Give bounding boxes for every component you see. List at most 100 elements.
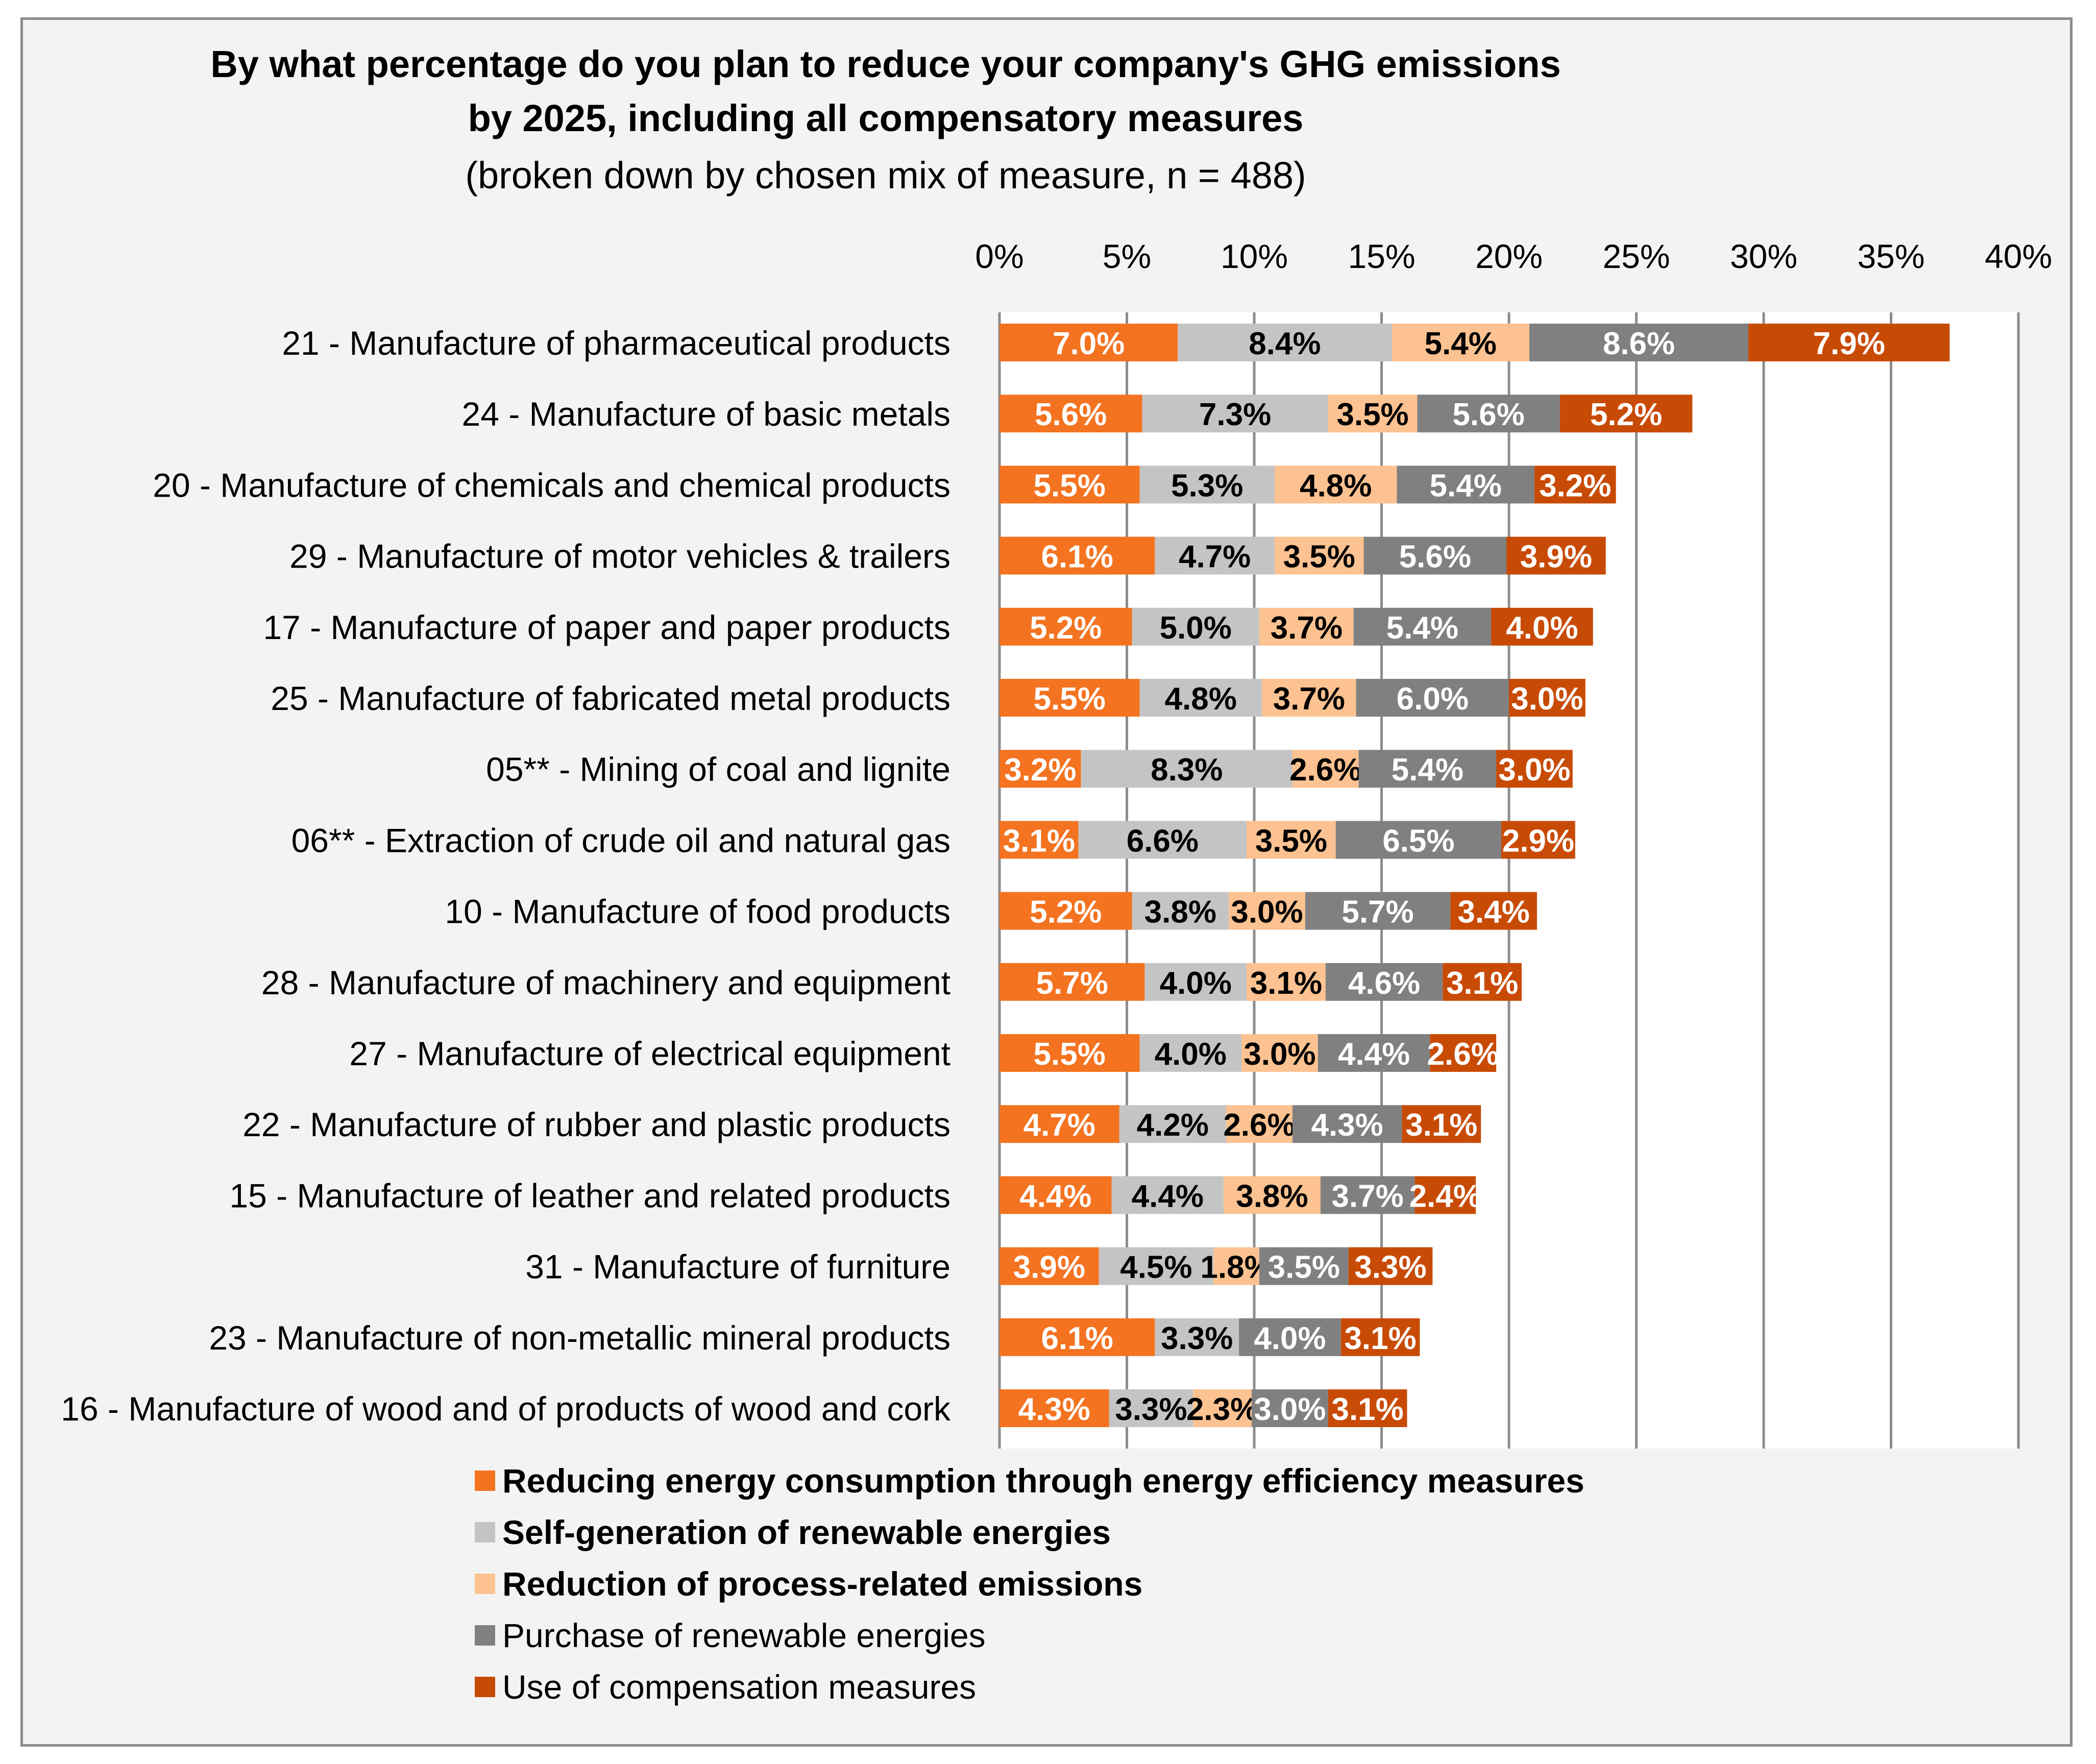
data-label: 6.1% — [1041, 1321, 1113, 1356]
data-label: 4.5% — [1120, 1250, 1192, 1285]
category-label: 29 - Manufacture of motor vehicles & tra… — [289, 537, 950, 575]
category-label: 24 - Manufacture of basic metals — [462, 395, 950, 433]
data-label: 5.0% — [1160, 610, 1232, 646]
bar-segment — [1139, 679, 1262, 717]
category-label: 15 - Manufacture of leather and related … — [229, 1177, 950, 1214]
data-label: 3.1% — [1344, 1321, 1416, 1356]
chart-title-line-2: by 2025, including all compensatory meas… — [468, 97, 1304, 139]
data-label: 7.9% — [1813, 326, 1885, 361]
legend-swatch — [475, 1470, 495, 1491]
data-label: 4.7% — [1023, 1108, 1095, 1143]
legend-label: Purchase of renewable energies — [502, 1616, 986, 1654]
category-label: 25 - Manufacture of fabricated metal pro… — [271, 679, 950, 717]
bar-segment — [1000, 536, 1155, 575]
bar-segment — [1239, 1318, 1341, 1356]
data-label: 3.5% — [1255, 823, 1327, 859]
bar-segment — [1491, 607, 1593, 646]
legend-item: Use of compensation measures — [475, 1661, 1585, 1712]
data-label: 3.1% — [1446, 966, 1518, 1001]
bar-segment — [1000, 1105, 1119, 1143]
bar-segment — [1226, 1105, 1293, 1143]
data-label: 4.2% — [1137, 1108, 1209, 1143]
bar-segment — [1224, 1176, 1321, 1214]
bar-segment — [1132, 892, 1229, 930]
bar-segment — [1341, 1318, 1420, 1356]
bar-segment — [1534, 465, 1616, 504]
bar-segment — [1099, 1247, 1214, 1285]
category-label: 22 - Manufacture of rubber and plastic p… — [242, 1106, 950, 1143]
bar-segment — [1000, 963, 1145, 1001]
data-label: 3.7% — [1271, 610, 1343, 646]
bar-segment — [1274, 536, 1364, 575]
bar-segment — [1247, 821, 1336, 859]
bar-segment — [1450, 892, 1537, 930]
data-label: 4.0% — [1254, 1321, 1326, 1356]
bar-segment — [1193, 1389, 1252, 1427]
data-label: 7.0% — [1053, 326, 1125, 361]
bar-segment — [1000, 607, 1132, 646]
data-label: 5.6% — [1035, 397, 1107, 432]
data-label: 3.0% — [1244, 1037, 1315, 1072]
bar-segment — [1358, 750, 1497, 788]
bar-segment — [1132, 607, 1259, 646]
data-label: 4.4% — [1019, 1179, 1091, 1214]
data-label: 8.3% — [1151, 752, 1223, 788]
bar-segment — [1353, 607, 1492, 646]
bar-segment — [1259, 607, 1354, 646]
bar-segment — [1000, 679, 1140, 717]
bar-segment — [1000, 395, 1142, 433]
data-label: 5.5% — [1034, 468, 1106, 503]
bar-segment — [1213, 1247, 1259, 1285]
data-label: 5.7% — [1036, 966, 1108, 1001]
bar-segment — [1356, 679, 1509, 717]
bar-segment — [1000, 324, 1178, 361]
bar-segment — [1397, 465, 1534, 504]
category-label: 16 - Manufacture of wood and of products… — [61, 1390, 951, 1428]
bar-segment — [1402, 1105, 1481, 1143]
data-label: 5.4% — [1430, 468, 1502, 503]
data-label: 5.5% — [1034, 1037, 1106, 1072]
category-label: 21 - Manufacture of pharmaceutical produ… — [282, 324, 950, 362]
data-label: 2.9% — [1502, 823, 1574, 859]
bar-segment — [1000, 1176, 1112, 1214]
data-label: 5.3% — [1171, 468, 1243, 503]
data-label: 3.8% — [1144, 895, 1216, 930]
data-label: 4.6% — [1348, 966, 1420, 1001]
bar-segment — [1392, 324, 1529, 361]
data-label: 5.2% — [1030, 610, 1102, 646]
bar-segment — [1529, 324, 1749, 361]
bar-segment — [1241, 1034, 1318, 1072]
bar-segment — [1328, 1389, 1407, 1427]
bar-segment — [1305, 892, 1451, 930]
bar-segment — [1000, 821, 1079, 859]
data-label: 3.5% — [1268, 1250, 1340, 1285]
data-label: 4.0% — [1160, 966, 1232, 1001]
data-label: 5.2% — [1030, 895, 1102, 930]
bar-segment — [1155, 536, 1275, 575]
bar-segment — [1111, 1176, 1224, 1214]
bar-segment — [1000, 892, 1132, 930]
bar-segment — [1000, 1389, 1109, 1427]
category-label: 10 - Manufacture of food products — [445, 893, 950, 930]
data-label: 3.3% — [1161, 1321, 1233, 1356]
data-label: 8.6% — [1603, 326, 1675, 361]
data-label: 6.5% — [1382, 823, 1454, 859]
data-label: 4.4% — [1338, 1037, 1410, 1072]
bar-segment — [1000, 750, 1081, 788]
legend-swatch — [475, 1676, 495, 1697]
data-label: 4.0% — [1155, 1037, 1227, 1072]
chart-subtitle: (broken down by chosen mix of measure, n… — [465, 154, 1306, 197]
bar-segment — [1443, 963, 1522, 1001]
legend-swatch — [475, 1625, 495, 1646]
data-label: 2.3% — [1186, 1392, 1258, 1427]
bar-segment — [1496, 750, 1573, 788]
x-tick-label: 15% — [1348, 237, 1415, 275]
bar-segment — [1259, 1247, 1349, 1285]
bar-segment — [1501, 821, 1575, 859]
data-label: 4.3% — [1311, 1108, 1383, 1143]
bar-segment — [1320, 1176, 1415, 1214]
data-label: 3.7% — [1331, 1179, 1403, 1214]
data-label: 6.6% — [1127, 823, 1199, 859]
data-label: 5.4% — [1392, 752, 1464, 788]
bar-segment — [1119, 1105, 1227, 1143]
